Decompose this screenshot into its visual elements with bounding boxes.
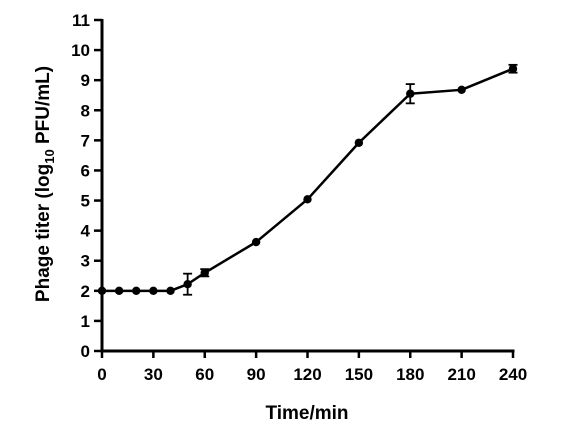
data-point <box>354 138 364 147</box>
y-tick-label: 4 <box>81 222 91 241</box>
y-axis-title-prefix: Phage titer (log <box>33 164 54 302</box>
data-point <box>200 268 209 277</box>
x-tick-label: 30 <box>144 365 163 384</box>
y-axis-title: Phage titer (log10 PFU/mL) <box>33 66 57 302</box>
data-point <box>303 195 312 204</box>
series-polyline <box>102 67 514 293</box>
y-tick-label: 11 <box>72 11 90 30</box>
data-point <box>251 237 261 247</box>
data-point <box>508 64 518 73</box>
y-tick-label: 8 <box>81 101 90 120</box>
x-tick-label: 120 <box>293 365 321 384</box>
y-axis-title-subscript: 10 <box>42 149 57 163</box>
y-tick-label: 7 <box>81 131 90 150</box>
series-line <box>102 67 514 293</box>
x-axis-title: Time/min <box>265 403 348 424</box>
x-tick-label: 0 <box>97 365 106 384</box>
y-axis-ticks: 0 1 2 3 4 5 6 7 8 9 10 11 <box>71 11 102 361</box>
y-tick-label: 6 <box>81 161 90 180</box>
axes <box>100 19 515 353</box>
y-tick-label: 10 <box>71 41 90 60</box>
x-tick-label: 60 <box>195 365 214 384</box>
y-tick-label: 0 <box>81 342 90 361</box>
data-point <box>166 286 175 296</box>
x-tick-label: 150 <box>345 365 373 384</box>
y-tick-label: 9 <box>81 71 90 90</box>
x-tick-label: 240 <box>499 365 527 384</box>
data-point <box>457 85 466 95</box>
data-point <box>97 286 107 296</box>
y-axis-title-suffix: PFU/mL) <box>33 66 54 149</box>
data-points <box>97 64 518 296</box>
x-axis-ticks: 0 30 60 90 120 150 180 210 240 <box>97 351 527 384</box>
y-tick-label: 1 <box>81 312 90 331</box>
x-tick-label: 210 <box>447 365 475 384</box>
data-point <box>114 286 124 296</box>
x-tick-label: 180 <box>396 365 424 384</box>
y-tick-label: 5 <box>81 192 90 211</box>
y-tick-label: 3 <box>81 252 90 271</box>
data-point <box>149 286 158 296</box>
data-point <box>132 286 141 296</box>
y-tick-label: 2 <box>81 282 90 301</box>
data-point <box>183 279 192 289</box>
x-tick-label: 90 <box>247 365 266 384</box>
error-bars <box>183 63 518 296</box>
data-point <box>406 89 415 98</box>
